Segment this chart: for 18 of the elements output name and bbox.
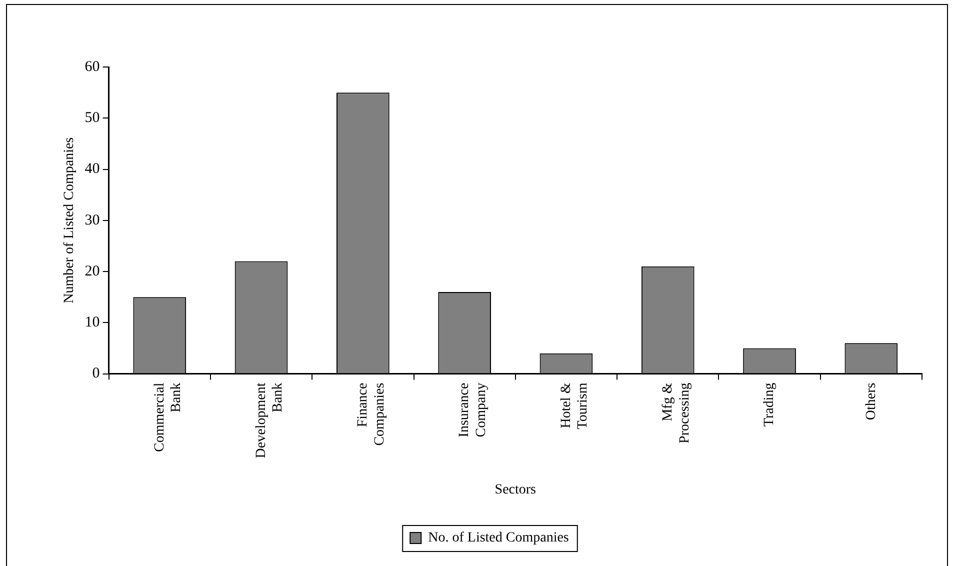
y-tick-label: 50 [84, 110, 100, 126]
x-tick-label: Others [864, 382, 879, 420]
x-tick-label: Trading [762, 382, 778, 427]
x-tick-label: Mfg & Processing [660, 382, 692, 444]
y-axis-title: Number of Listed Companies [62, 137, 78, 304]
x-axis-title: Sectors [494, 482, 536, 498]
x-tick-label: Commercial Bank [152, 382, 184, 452]
x-tick-label: Finance Companies [356, 382, 388, 446]
y-tick-label: 0 [92, 366, 100, 382]
y-tick-label: 20 [84, 263, 100, 280]
y-tick-label: 30 [84, 212, 100, 228]
x-tick-label: Development Bank [254, 382, 286, 458]
legend-label: No. of Listed Companies [428, 530, 569, 546]
y-tick-label: 10 [84, 314, 100, 331]
x-tick-label: Insurance Company [457, 382, 490, 438]
y-tick-label: 40 [84, 161, 100, 178]
y-tick-label: 60 [84, 58, 100, 75]
x-tick-label: Hotel & Tourism [558, 382, 591, 430]
